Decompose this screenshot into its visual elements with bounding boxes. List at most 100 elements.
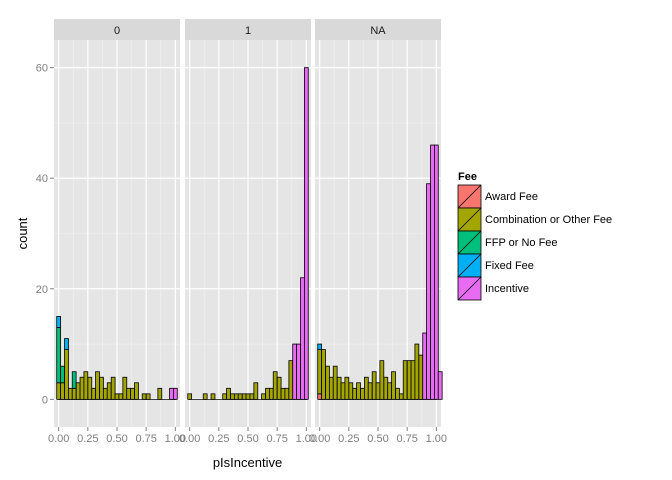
facet-strip-label: 0 xyxy=(114,25,120,37)
y-tick-label: 0 xyxy=(42,394,48,406)
histogram-bar xyxy=(288,360,294,400)
histogram-bar xyxy=(317,393,323,400)
legend-label: Incentive xyxy=(485,283,529,295)
x-tick-label: 0.25 xyxy=(338,433,359,445)
facet-strip xyxy=(315,19,441,40)
histogram-bar xyxy=(91,387,97,400)
legend-key-slash xyxy=(457,253,482,278)
histogram-bar xyxy=(398,393,404,400)
y-axis-title: count xyxy=(15,217,30,249)
histogram-bar xyxy=(268,387,274,400)
histogram-bar xyxy=(437,371,443,400)
histogram-bar xyxy=(99,376,104,400)
facet-strip xyxy=(185,19,311,40)
histogram-bar xyxy=(284,387,290,400)
histogram-bar xyxy=(360,387,365,400)
histogram-bar xyxy=(391,371,396,400)
x-axis-title: pIsIncentive xyxy=(213,455,282,470)
histogram-bar xyxy=(187,393,193,400)
histogram-bar xyxy=(272,371,278,400)
histogram-bar xyxy=(64,349,69,400)
histogram-bar xyxy=(280,387,286,400)
y-tick-label: 20 xyxy=(36,284,48,296)
x-tick-label: 0.75 xyxy=(266,433,287,445)
histogram-bar xyxy=(87,376,93,400)
legend-label: Fixed Fee xyxy=(485,260,534,272)
histogram-bar xyxy=(141,393,147,400)
legend-label: FFP or No Fee xyxy=(485,237,558,249)
x-tick-label: 1.00 xyxy=(426,433,447,445)
x-tick-label: 0.50 xyxy=(237,433,258,445)
histogram-bar xyxy=(414,343,420,400)
histogram-bar xyxy=(67,387,73,400)
histogram-bar xyxy=(375,382,381,400)
histogram-bar xyxy=(344,376,350,400)
histogram-bar xyxy=(387,382,393,400)
histogram-bar xyxy=(172,387,178,400)
histogram-bar xyxy=(292,343,298,400)
y-tick-label: 40 xyxy=(36,173,48,185)
histogram-bar xyxy=(265,387,270,400)
histogram-bar xyxy=(325,365,330,400)
histogram-bar xyxy=(356,382,361,400)
histogram-bar xyxy=(222,393,228,400)
histogram-bar xyxy=(340,382,346,400)
histogram-bar xyxy=(348,382,354,400)
histogram-bar xyxy=(383,376,389,400)
histogram-bar xyxy=(303,67,309,400)
histogram-bar xyxy=(110,376,116,400)
x-tick-label: 0.25 xyxy=(208,433,229,445)
histogram-bar xyxy=(261,393,266,400)
histogram-bar xyxy=(134,382,139,400)
histogram-bar xyxy=(352,387,358,400)
histogram-bar xyxy=(237,393,243,400)
histogram-bar xyxy=(56,316,62,328)
histogram-bar xyxy=(79,376,85,400)
histogram-bar xyxy=(253,382,259,400)
histogram-bar xyxy=(75,382,81,400)
histogram-bar xyxy=(241,393,247,400)
histogram-bar xyxy=(410,360,416,400)
legend-key-slash xyxy=(457,230,482,255)
legend-title: Fee xyxy=(458,171,477,183)
histogram-bar xyxy=(71,387,77,400)
legend-key-slash xyxy=(457,276,482,301)
y-tick-label: 60 xyxy=(36,63,48,75)
histogram-bar xyxy=(95,371,100,400)
histogram-bar xyxy=(418,354,424,400)
histogram-bar xyxy=(406,360,412,400)
histogram-bar xyxy=(126,387,132,400)
legend-label: Award Fee xyxy=(485,191,538,203)
histogram-bar xyxy=(433,144,439,400)
histogram-bar xyxy=(328,376,334,400)
histogram-bar xyxy=(102,387,108,400)
histogram-bar xyxy=(402,360,408,400)
facet-strip-label: NA xyxy=(370,25,386,37)
histogram-bar xyxy=(363,376,369,400)
histogram-bar xyxy=(321,349,326,400)
histogram-bar xyxy=(245,393,251,400)
histogram-bar xyxy=(317,349,323,395)
histogram-bar xyxy=(202,393,208,400)
histogram-bar xyxy=(83,371,89,400)
histogram-bar xyxy=(210,393,216,400)
x-tick-label: 1.00 xyxy=(165,433,186,445)
histogram-bar xyxy=(249,393,255,400)
histogram-bar xyxy=(114,393,120,400)
x-tick-label: 0.25 xyxy=(77,433,98,445)
legend-key-slash xyxy=(457,207,482,232)
histogram-bar xyxy=(317,343,323,351)
x-tick-label: 0.00 xyxy=(309,433,330,445)
facet-strip xyxy=(54,19,180,40)
histogram-bar xyxy=(430,144,435,400)
histogram-bar xyxy=(395,387,400,400)
histogram-bar xyxy=(169,387,174,400)
histogram-bar xyxy=(226,387,231,400)
histogram-bar xyxy=(145,393,151,400)
x-tick-label: 0.75 xyxy=(135,433,156,445)
histogram-bar xyxy=(64,338,69,350)
histogram-bar xyxy=(60,365,65,384)
histogram-bar xyxy=(122,376,128,400)
